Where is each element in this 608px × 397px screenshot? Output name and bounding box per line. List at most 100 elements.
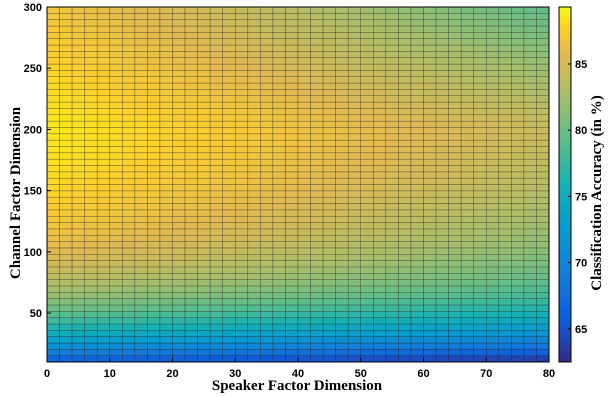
heatmap-cell [147,196,161,204]
heatmap-cell [59,266,73,274]
heatmap-cell [272,152,286,160]
heatmap-cell [260,304,274,312]
heatmap-cell [523,323,537,331]
colorbar-segment [559,237,571,242]
heatmap-cell [385,285,399,293]
heatmap-cell [222,234,236,242]
heatmap-cell [84,120,98,128]
heatmap-cell [272,70,286,77]
heatmap-cell [410,6,424,14]
colorbar-segment [559,202,571,207]
heatmap-cell [260,127,274,135]
heatmap-cell [297,82,311,90]
heatmap-cell [84,44,98,52]
heatmap-cell [486,152,500,160]
heatmap-cell [335,285,349,293]
heatmap-cell [523,196,537,204]
heatmap-cell [197,19,211,27]
heatmap-cell [285,349,299,356]
heatmap-cell [322,298,336,306]
heatmap-cell [486,203,500,211]
heatmap-cell [209,330,223,337]
heatmap-cell [96,158,110,166]
heatmap-cell [134,177,148,185]
heatmap-cell [184,279,198,287]
heatmap-cell [272,215,286,223]
heatmap-cell [96,260,110,268]
heatmap-cell [147,70,161,77]
heatmap-cell [197,253,211,261]
heatmap-cell [247,336,261,344]
heatmap-cell [109,114,123,122]
heatmap-cell [272,114,286,122]
heatmap-cell [385,139,399,147]
heatmap-cell [235,298,249,306]
heatmap-cell [523,279,537,287]
heatmap-cell [197,89,211,97]
heatmap-cell [260,190,274,198]
heatmap-cell [536,120,550,128]
heatmap-cell [285,317,299,325]
heatmap-cell [235,228,249,236]
colorbar-segment [559,127,571,132]
heatmap-cell [448,25,462,33]
heatmap-cell [486,133,500,141]
heatmap-cell [536,89,550,97]
heatmap-cell [109,342,123,350]
heatmap-cell [398,32,412,39]
colorbar-segment [559,85,571,90]
heatmap-cell [310,209,324,217]
heatmap-cell [71,89,85,97]
heatmap-cell [322,196,336,204]
heatmap-cell [134,57,148,65]
heatmap-cell [523,273,537,280]
colorbar-segment [559,259,571,263]
heatmap-cell [235,133,249,141]
heatmap-cell [473,139,487,147]
heatmap-cell [122,120,136,128]
heatmap-cell [310,133,324,141]
heatmap-cell [360,89,374,97]
heatmap-cell [197,292,211,299]
heatmap-cell [448,317,462,325]
heatmap-cell [147,63,161,71]
heatmap-cell [536,266,550,274]
heatmap-cell [410,57,424,65]
heatmap-cell [209,273,223,280]
heatmap-cell [197,165,211,173]
heatmap-cell [511,139,525,147]
heatmap-cell [536,209,550,217]
heatmap-cell [523,32,537,39]
heatmap-cell [84,209,98,217]
heatmap-cell [373,6,387,14]
heatmap-cell [335,120,349,128]
heatmap-cell [322,139,336,147]
heatmap-cell [71,349,85,356]
heatmap-cell [486,349,500,356]
heatmap-cell [523,177,537,185]
heatmap-cell [297,330,311,337]
heatmap-cell [435,279,449,287]
heatmap-cell [272,82,286,90]
heatmap-cell [347,89,362,97]
heatmap-cell [335,184,349,192]
colorbar-segment [559,262,571,267]
heatmap-cell [398,253,412,261]
heatmap-cell [96,317,110,325]
heatmap-cell [285,266,299,274]
heatmap-cell [184,241,198,249]
heatmap-cell [448,241,462,249]
heatmap-cell [435,120,449,128]
heatmap-cell [96,241,110,249]
heatmap-cell [448,127,462,135]
heatmap-cell [473,63,487,71]
heatmap-cell [109,158,123,166]
heatmap-cell [59,209,73,217]
heatmap-cell [184,139,198,147]
heatmap-cell [511,95,525,103]
heatmap-cell [322,323,336,331]
heatmap-cell [460,203,474,211]
heatmap-cell [347,158,362,166]
colorbar-segment [559,113,571,118]
heatmap-cell [473,247,487,255]
